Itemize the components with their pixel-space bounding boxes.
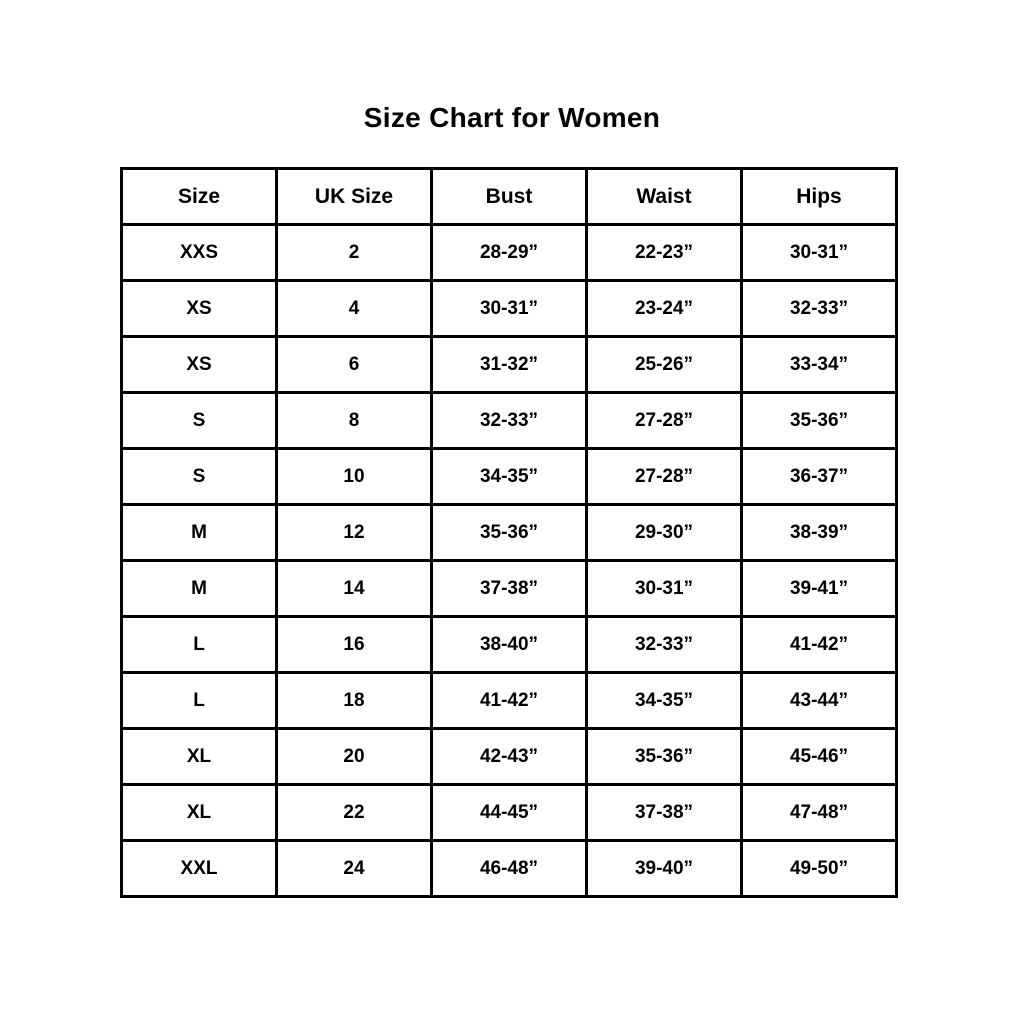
column-header-hips: Hips xyxy=(740,167,898,226)
table-row: XS 6 31-32” 25-26” 33-34” xyxy=(120,335,898,394)
cell-uk-size: 2 xyxy=(275,223,433,282)
cell-uk-size: 12 xyxy=(275,503,433,562)
cell-waist: 25-26” xyxy=(585,335,743,394)
cell-size: XL xyxy=(120,783,278,842)
cell-bust: 41-42” xyxy=(430,671,588,730)
cell-size: S xyxy=(120,391,278,450)
cell-size: XL xyxy=(120,727,278,786)
table-row: S 8 32-33” 27-28” 35-36” xyxy=(120,391,898,450)
cell-bust: 30-31” xyxy=(430,279,588,338)
cell-bust: 37-38” xyxy=(430,559,588,618)
cell-hips: 41-42” xyxy=(740,615,898,674)
cell-hips: 35-36” xyxy=(740,391,898,450)
cell-waist: 35-36” xyxy=(585,727,743,786)
table-row: M 14 37-38” 30-31” 39-41” xyxy=(120,559,898,618)
cell-hips: 33-34” xyxy=(740,335,898,394)
cell-size: XXL xyxy=(120,839,278,898)
cell-waist: 37-38” xyxy=(585,783,743,842)
cell-waist: 22-23” xyxy=(585,223,743,282)
table-row: L 18 41-42” 34-35” 43-44” xyxy=(120,671,898,730)
table-row: L 16 38-40” 32-33” 41-42” xyxy=(120,615,898,674)
table-row: S 10 34-35” 27-28” 36-37” xyxy=(120,447,898,506)
table-row: XL 22 44-45” 37-38” 47-48” xyxy=(120,783,898,842)
cell-hips: 43-44” xyxy=(740,671,898,730)
cell-uk-size: 22 xyxy=(275,783,433,842)
cell-waist: 32-33” xyxy=(585,615,743,674)
table-row: XXS 2 28-29” 22-23” 30-31” xyxy=(120,223,898,282)
cell-waist: 23-24” xyxy=(585,279,743,338)
cell-bust: 44-45” xyxy=(430,783,588,842)
cell-size: XXS xyxy=(120,223,278,282)
cell-uk-size: 24 xyxy=(275,839,433,898)
cell-uk-size: 20 xyxy=(275,727,433,786)
cell-bust: 35-36” xyxy=(430,503,588,562)
cell-hips: 38-39” xyxy=(740,503,898,562)
cell-hips: 30-31” xyxy=(740,223,898,282)
cell-size: M xyxy=(120,559,278,618)
cell-uk-size: 10 xyxy=(275,447,433,506)
cell-hips: 32-33” xyxy=(740,279,898,338)
cell-size: M xyxy=(120,503,278,562)
size-chart-table: Size UK Size Bust Waist Hips XXS 2 28-29” 2… xyxy=(120,167,898,898)
cell-bust: 32-33” xyxy=(430,391,588,450)
cell-bust: 34-35” xyxy=(430,447,588,506)
table-row: XL 20 42-43” 35-36” 45-46” xyxy=(120,727,898,786)
cell-bust: 42-43” xyxy=(430,727,588,786)
cell-size: XS xyxy=(120,279,278,338)
cell-uk-size: 18 xyxy=(275,671,433,730)
column-header-uk-size: UK Size xyxy=(275,167,433,226)
cell-size: L xyxy=(120,671,278,730)
cell-hips: 36-37” xyxy=(740,447,898,506)
table-row: XS 4 30-31” 23-24” 32-33” xyxy=(120,279,898,338)
table-header-row: Size UK Size Bust Waist Hips xyxy=(120,167,898,226)
column-header-waist: Waist xyxy=(585,167,743,226)
cell-bust: 28-29” xyxy=(430,223,588,282)
cell-uk-size: 14 xyxy=(275,559,433,618)
cell-hips: 49-50” xyxy=(740,839,898,898)
cell-hips: 45-46” xyxy=(740,727,898,786)
cell-hips: 39-41” xyxy=(740,559,898,618)
cell-uk-size: 16 xyxy=(275,615,433,674)
table-row: M 12 35-36” 29-30” 38-39” xyxy=(120,503,898,562)
cell-waist: 34-35” xyxy=(585,671,743,730)
cell-bust: 46-48” xyxy=(430,839,588,898)
cell-uk-size: 8 xyxy=(275,391,433,450)
cell-size: L xyxy=(120,615,278,674)
column-header-size: Size xyxy=(120,167,278,226)
cell-size: S xyxy=(120,447,278,506)
table-row: XXL 24 46-48” 39-40” 49-50” xyxy=(120,839,898,898)
cell-waist: 27-28” xyxy=(585,447,743,506)
cell-waist: 29-30” xyxy=(585,503,743,562)
cell-uk-size: 6 xyxy=(275,335,433,394)
cell-waist: 27-28” xyxy=(585,391,743,450)
cell-waist: 30-31” xyxy=(585,559,743,618)
cell-hips: 47-48” xyxy=(740,783,898,842)
column-header-bust: Bust xyxy=(430,167,588,226)
page-title: Size Chart for Women xyxy=(363,102,661,133)
cell-waist: 39-40” xyxy=(585,839,743,898)
cell-bust: 38-40” xyxy=(430,615,588,674)
cell-bust: 31-32” xyxy=(430,335,588,394)
cell-size: XS xyxy=(120,335,278,394)
cell-uk-size: 4 xyxy=(275,279,433,338)
